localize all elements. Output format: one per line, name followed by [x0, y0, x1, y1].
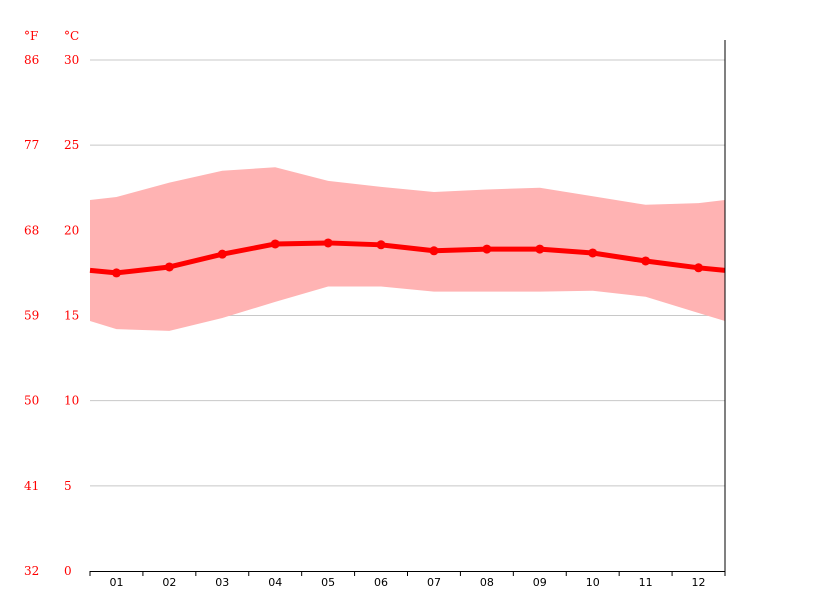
- y-tick-label-celsius: 5: [64, 479, 72, 493]
- x-tick-label: 11: [639, 576, 653, 589]
- y-tick-label-celsius: 30: [64, 53, 79, 67]
- y-tick-label-fahrenheit: 86: [24, 53, 39, 67]
- y-tick-label-fahrenheit: 32: [24, 564, 39, 578]
- y-tick-label-celsius: 15: [64, 309, 79, 323]
- x-tick-label: 08: [480, 576, 494, 589]
- y-tick-label-fahrenheit: 50: [24, 394, 39, 408]
- mean-temperature-point: [111, 268, 121, 278]
- celsius-unit-label: °C: [64, 29, 79, 43]
- x-tick-label: 12: [692, 576, 706, 589]
- mean-temperature-point: [270, 239, 280, 249]
- y-tick-label-fahrenheit: 77: [24, 138, 39, 152]
- y-tick-label-celsius: 0: [64, 564, 72, 578]
- mean-temperature-point: [323, 238, 333, 248]
- mean-temperature-point: [164, 262, 174, 272]
- mean-temperature-point: [641, 256, 651, 266]
- fahrenheit-unit-label: °F: [24, 29, 38, 43]
- y-tick-label-fahrenheit: 59: [24, 309, 39, 323]
- mean-temperature-point: [535, 244, 545, 254]
- mean-temperature-point: [588, 248, 598, 258]
- x-tick-label: 02: [162, 576, 176, 589]
- x-tick-label: 07: [427, 576, 441, 589]
- mean-temperature-point: [376, 240, 386, 250]
- mean-temperature-line: [89, 240, 726, 276]
- mean-temperature-point: [694, 263, 704, 273]
- x-tick-label: 05: [321, 576, 335, 589]
- y-tick-label-celsius: 25: [64, 138, 79, 152]
- x-tick-label: 06: [374, 576, 388, 589]
- y-tick-label-fahrenheit: 41: [24, 479, 39, 493]
- x-tick-label: 04: [268, 576, 282, 589]
- x-tick-label: 09: [533, 576, 547, 589]
- mean-temperature-point: [217, 249, 227, 259]
- y-tick-label-celsius: 20: [64, 223, 79, 237]
- x-tick-label: 10: [586, 576, 600, 589]
- y-tick-label-celsius: 10: [64, 394, 79, 408]
- x-tick-label: 03: [215, 576, 229, 589]
- y-tick-label-fahrenheit: 68: [24, 223, 39, 237]
- mean-temperature-point: [429, 246, 439, 256]
- mean-temperature-point: [482, 244, 492, 254]
- x-tick-label: 01: [109, 576, 123, 589]
